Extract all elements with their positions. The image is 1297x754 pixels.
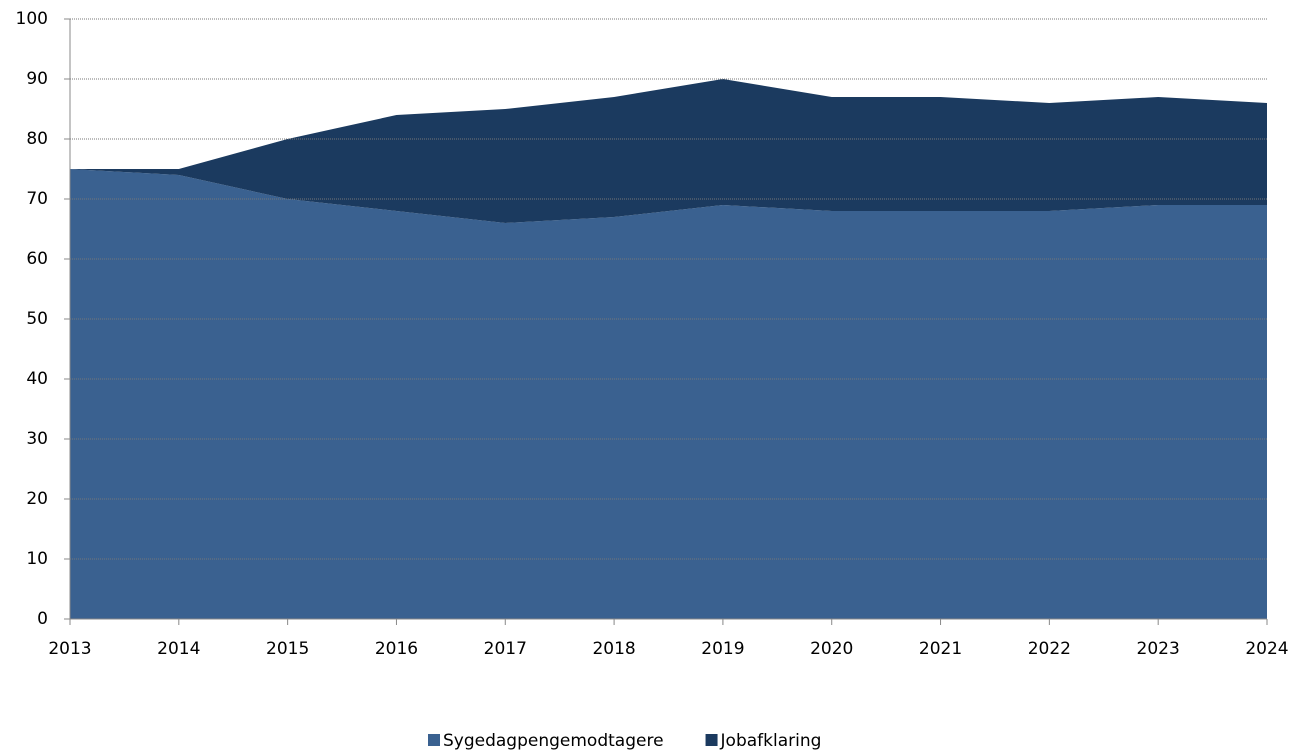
y-tick-label: 60 bbox=[26, 249, 48, 269]
x-tick-label: 2020 bbox=[810, 639, 853, 659]
x-tick-label: 2014 bbox=[157, 639, 200, 659]
y-tick-label: 30 bbox=[26, 429, 48, 449]
x-tick-label: 2019 bbox=[701, 639, 744, 659]
x-tick-label: 2024 bbox=[1245, 639, 1288, 659]
x-tick-label: 2021 bbox=[919, 639, 962, 659]
y-tick-label: 80 bbox=[26, 129, 48, 149]
legend-label: Sygedagpengemodtagere bbox=[443, 731, 664, 751]
x-tick-label: 2013 bbox=[48, 639, 91, 659]
y-tick-label: 50 bbox=[26, 309, 48, 329]
x-tick-label: 2015 bbox=[266, 639, 309, 659]
y-tick-label: 70 bbox=[26, 189, 48, 209]
x-tick-label: 2023 bbox=[1137, 639, 1180, 659]
x-tick-label: 2018 bbox=[592, 639, 635, 659]
y-tick-label: 90 bbox=[26, 69, 48, 89]
y-tick-label: 20 bbox=[26, 489, 48, 509]
area bbox=[70, 169, 1267, 619]
legend-swatch bbox=[428, 734, 440, 746]
x-tick-label: 2016 bbox=[375, 639, 418, 659]
y-tick-label: 0 bbox=[37, 609, 48, 629]
y-tick-label: 100 bbox=[16, 9, 48, 29]
x-tick-label: 2022 bbox=[1028, 639, 1071, 659]
legend-swatch bbox=[705, 734, 718, 746]
y-tick-label: 40 bbox=[26, 369, 48, 389]
x-tick-label: 2017 bbox=[484, 639, 527, 659]
area bbox=[70, 79, 1267, 223]
legend-label: Jobafklaring bbox=[720, 731, 822, 751]
y-tick-label: 10 bbox=[26, 549, 48, 569]
